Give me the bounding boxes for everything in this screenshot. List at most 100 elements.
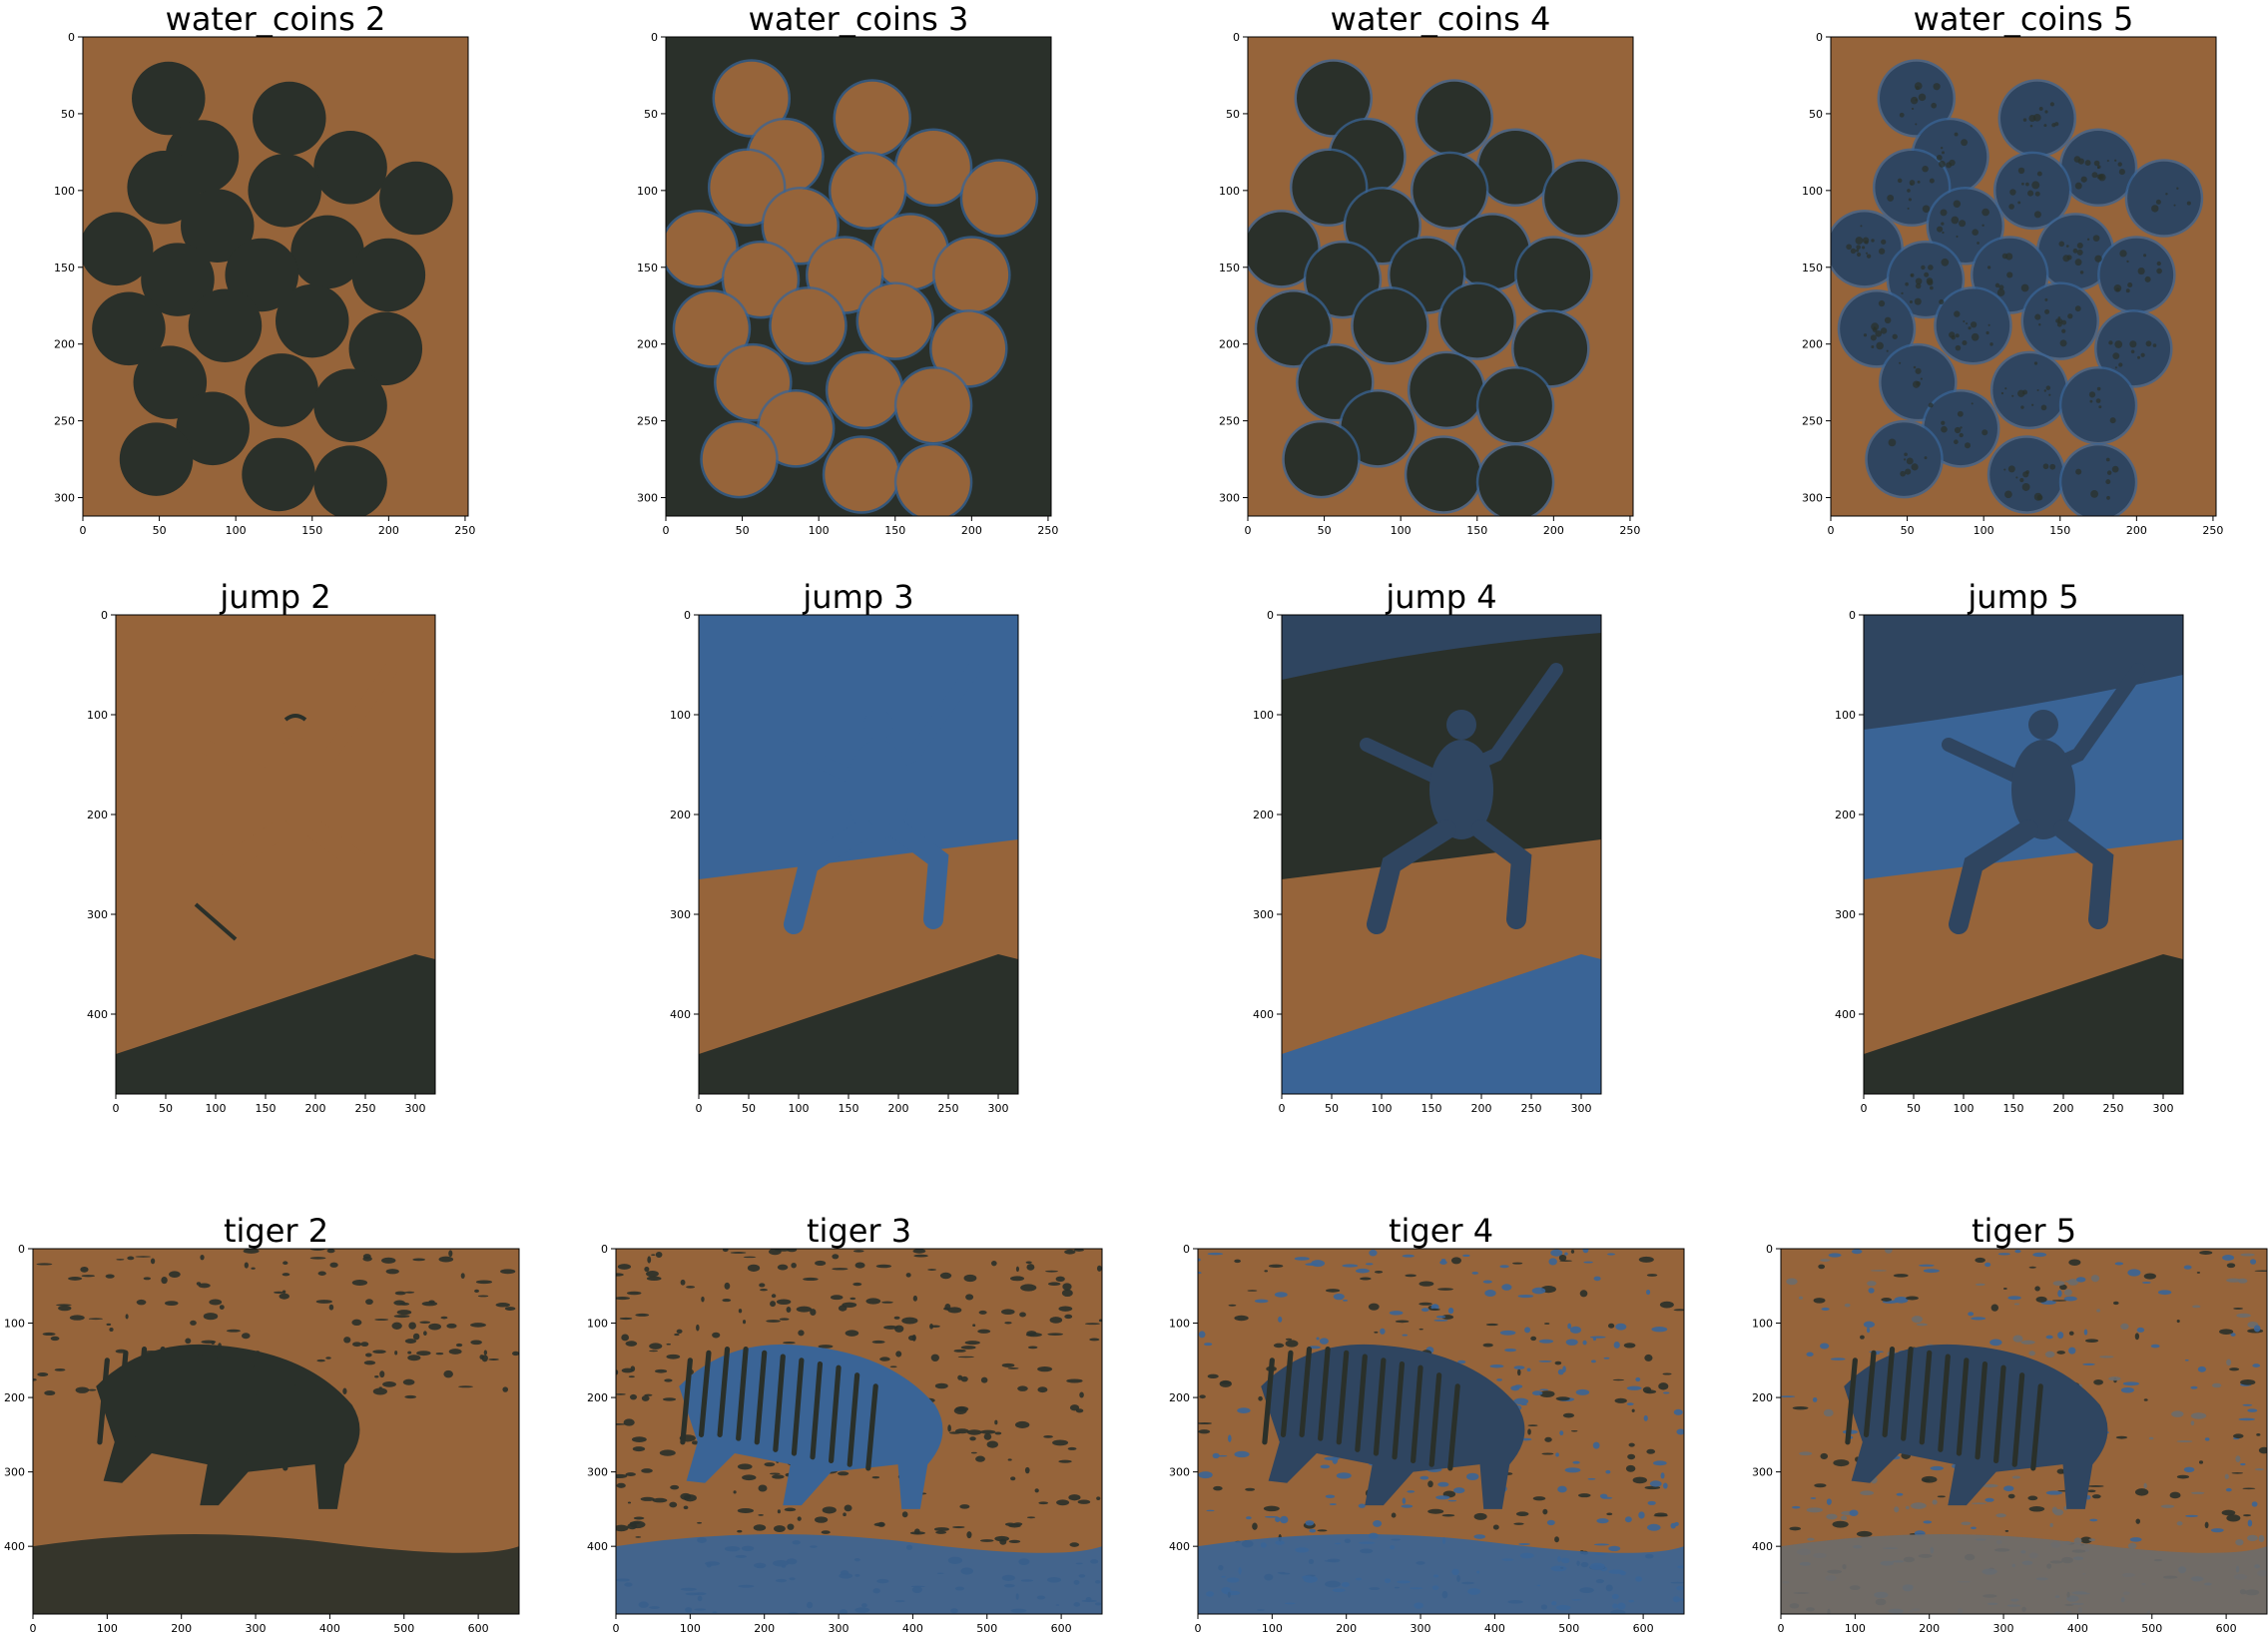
coin-texture	[1914, 297, 1922, 305]
segmented-image	[116, 615, 435, 1094]
texture-speckle	[2063, 1289, 2072, 1297]
texture-speckle	[393, 1315, 410, 1319]
coin-texture	[2049, 102, 2054, 107]
texture-speckle	[190, 1320, 197, 1326]
texture-speckle	[724, 1282, 731, 1290]
texture-speckle	[2045, 1490, 2062, 1495]
coin-texture	[2076, 243, 2083, 250]
x-tick-label: 150	[1466, 524, 1487, 537]
texture-speckle	[475, 1280, 493, 1285]
texture-speckle	[2219, 1329, 2234, 1335]
texture-speckle	[75, 1386, 90, 1393]
texture-speckle	[2148, 1436, 2154, 1440]
texture-speckle	[2049, 1522, 2053, 1528]
texture-speckle	[1015, 1266, 1019, 1273]
texture-speckle	[2256, 1433, 2261, 1436]
tiger-stripe	[865, 1383, 878, 1471]
texture-speckle	[326, 1249, 335, 1254]
coin	[896, 445, 970, 516]
panel-jump-5: 0 50 100 150 200 250 300 0 100 200 300 400 jump 5	[1835, 578, 2184, 1115]
texture-speckle	[374, 1375, 379, 1378]
texture-speckle	[1228, 1304, 1237, 1307]
x-tick-label: 600	[2216, 1622, 2237, 1633]
tiger-stripe	[1411, 1364, 1423, 1464]
texture-speckle	[2192, 1305, 2201, 1309]
texture-speckle	[1826, 1498, 1832, 1505]
tiger-stripe	[754, 1350, 768, 1445]
texture-speckle	[1916, 1323, 1929, 1327]
panel-jump-2: 0 50 100 150 200 250 300 0 100 200 300 400 jump 2	[87, 578, 436, 1115]
coin-texture	[2045, 385, 2051, 390]
y-tick-label: 200	[4, 1391, 25, 1404]
texture-speckle	[329, 1262, 338, 1268]
coin	[245, 353, 318, 427]
texture-speckle	[787, 1523, 795, 1530]
texture-speckle	[1098, 1319, 1102, 1323]
texture-speckle	[1532, 1496, 1546, 1501]
coin-texture	[2129, 340, 2137, 348]
texture-speckle	[1510, 1385, 1520, 1391]
texture-speckle	[879, 1357, 890, 1361]
texture-speckle	[1373, 1519, 1383, 1527]
coin-texture	[2020, 283, 2029, 292]
coin-texture	[1920, 377, 1923, 380]
texture-speckle	[893, 1316, 900, 1320]
texture-speckle	[1471, 1271, 1479, 1275]
coin-texture	[2186, 201, 2191, 206]
y-tick-label: 250	[637, 415, 658, 428]
y-tick-label: 300	[54, 492, 75, 505]
coin-texture	[2109, 417, 2116, 424]
y-tick-label: 0	[18, 1243, 25, 1256]
x-tick-label: 150	[884, 524, 905, 537]
texture-speckle	[2127, 1269, 2141, 1277]
x-tick-label: 300	[1993, 1622, 2014, 1633]
texture-speckle	[2115, 1435, 2128, 1439]
x-tick-label: 250	[1521, 1102, 1542, 1115]
texture-speckle	[1910, 1502, 1927, 1509]
texture-speckle	[1559, 1430, 1564, 1436]
texture-speckle	[2238, 1417, 2255, 1421]
texture-speckle	[791, 1262, 797, 1269]
texture-speckle	[201, 1340, 217, 1345]
texture-speckle	[1544, 1323, 1550, 1325]
segmented-image	[1198, 1249, 1684, 1614]
texture-speckle	[633, 1516, 645, 1520]
texture-speckle	[1606, 1512, 1613, 1516]
y-tick-label: 300	[1169, 1466, 1190, 1479]
texture-speckle	[1204, 1343, 1213, 1347]
coin-texture	[1897, 178, 1903, 184]
texture-speckle	[1017, 1385, 1028, 1391]
texture-speckle	[1579, 1290, 1588, 1298]
texture-speckle	[1437, 1288, 1453, 1291]
texture-speckle	[1428, 1308, 1440, 1311]
texture-speckle	[1624, 1516, 1632, 1523]
coin-texture	[2130, 349, 2135, 354]
tiger-stripe	[1428, 1372, 1442, 1467]
texture-speckle	[56, 1304, 72, 1307]
texture-speckle	[2204, 1521, 2209, 1529]
texture-speckle	[1431, 1304, 1438, 1308]
texture-speckle	[1635, 1376, 1641, 1382]
x-tick-label: 400	[319, 1622, 340, 1633]
texture-speckle	[1419, 1475, 1429, 1480]
texture-speckle	[616, 1473, 628, 1478]
x-tick-label: 100	[809, 524, 830, 537]
texture-speckle	[1663, 1391, 1670, 1394]
texture-speckle	[621, 1334, 630, 1342]
y-tick-label: 300	[1802, 492, 1823, 505]
texture-speckle	[372, 1350, 386, 1354]
texture-speckle	[372, 1387, 387, 1395]
coin-texture	[2042, 463, 2049, 470]
x-tick-label: 200	[961, 524, 982, 537]
texture-speckle	[136, 1299, 147, 1306]
texture-speckle	[1037, 1365, 1053, 1372]
coin	[313, 368, 387, 442]
texture-speckle	[641, 1468, 653, 1473]
coin-texture	[2090, 489, 2098, 498]
texture-speckle	[854, 1262, 865, 1269]
texture-speckle	[2251, 1501, 2258, 1507]
panel-title: water_coins 2	[166, 0, 386, 38]
texture-speckle	[1234, 1259, 1241, 1264]
texture-speckle	[1781, 1395, 1796, 1398]
texture-speckle	[1317, 1529, 1328, 1532]
